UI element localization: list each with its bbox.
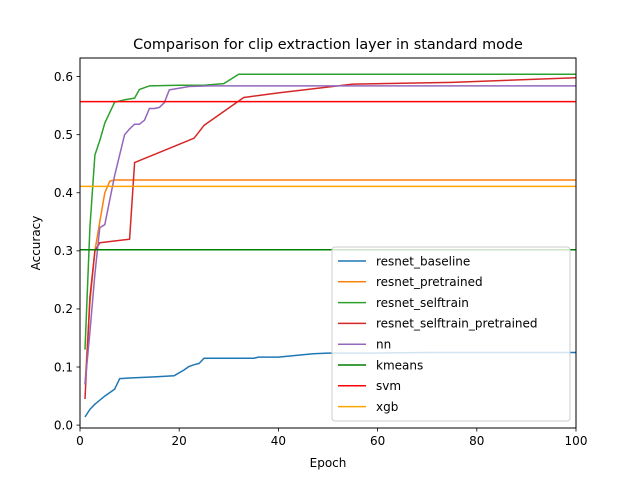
legend-label: svm <box>376 379 401 393</box>
plot-series <box>80 73 577 418</box>
y-tick-label: 0.5 <box>54 128 73 142</box>
y-tick-label: 0.0 <box>54 418 73 432</box>
legend-label: resnet_selftrain <box>376 296 469 310</box>
legend: resnet_baseline resnet_pretrained resnet_s… <box>331 246 571 422</box>
x-tick-label: 0 <box>76 434 84 448</box>
plot-frame <box>79 57 577 429</box>
y-tick-label: 0.2 <box>54 302 73 316</box>
x-tick-label: 20 <box>172 434 187 448</box>
y-axis-label: Accuracy <box>29 216 43 271</box>
series-line-resnet_selftrain_pretrained <box>84 76 577 400</box>
x-tick-label: 40 <box>271 434 286 448</box>
legend-label: kmeans <box>376 358 423 372</box>
legend-label: resnet_selftrain_pretrained <box>376 317 538 331</box>
x-axis-label: Epoch <box>310 456 347 470</box>
x-axis: 0 20 40 60 80 100 <box>76 428 587 448</box>
x-tick-label: 60 <box>370 434 385 448</box>
series-line-nn <box>84 85 576 385</box>
x-tick-label: 80 <box>469 434 484 448</box>
x-tick-label: 100 <box>565 434 588 448</box>
y-tick-label: 0.3 <box>54 244 73 258</box>
chart-title: Comparison for clip extraction layer in … <box>133 37 523 53</box>
legend-box <box>331 246 571 422</box>
y-tick-label: 0.1 <box>54 360 73 374</box>
legend-label: nn <box>376 338 391 352</box>
y-tick-label: 0.4 <box>54 186 73 200</box>
legend-label: xgb <box>376 400 398 414</box>
series-line-resnet_selftrain <box>84 73 576 350</box>
y-axis: 0.0 0.1 0.2 0.3 0.4 0.5 0.6 <box>54 70 80 432</box>
legend-label: resnet_pretrained <box>376 275 483 289</box>
legend-label: resnet_baseline <box>376 254 470 268</box>
y-tick-label: 0.6 <box>54 70 73 84</box>
